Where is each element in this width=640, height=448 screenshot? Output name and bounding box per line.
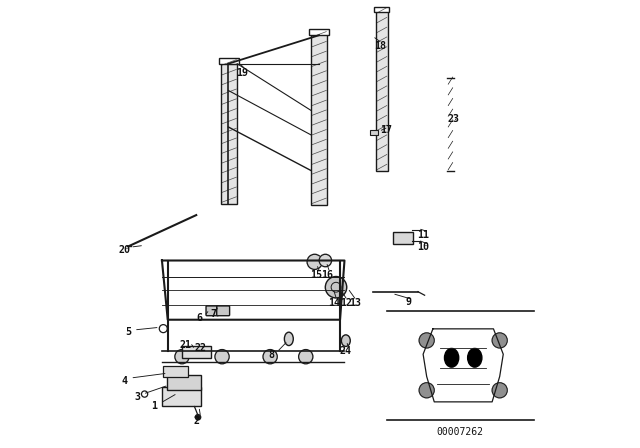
FancyBboxPatch shape (163, 366, 188, 377)
FancyBboxPatch shape (163, 388, 201, 406)
Text: 23: 23 (447, 114, 460, 125)
Text: 3: 3 (134, 392, 140, 402)
Text: 18: 18 (374, 41, 386, 51)
Text: 16: 16 (321, 270, 333, 280)
Circle shape (175, 349, 189, 364)
Circle shape (419, 333, 435, 348)
Text: 6: 6 (196, 314, 202, 323)
FancyBboxPatch shape (393, 232, 413, 245)
Text: 14: 14 (328, 298, 340, 308)
Circle shape (263, 349, 277, 364)
Text: 5: 5 (125, 327, 132, 337)
FancyBboxPatch shape (221, 62, 237, 204)
Text: 20: 20 (119, 245, 131, 255)
Circle shape (492, 333, 508, 348)
Circle shape (419, 383, 435, 398)
Circle shape (299, 349, 313, 364)
Text: 21: 21 (180, 340, 191, 350)
Text: 7: 7 (210, 309, 216, 319)
FancyBboxPatch shape (311, 34, 327, 205)
Text: 13: 13 (349, 298, 362, 308)
FancyBboxPatch shape (206, 306, 218, 316)
Ellipse shape (284, 332, 293, 345)
Text: 00007262: 00007262 (436, 427, 484, 437)
FancyBboxPatch shape (220, 58, 239, 64)
Circle shape (195, 414, 201, 420)
Text: 4: 4 (122, 376, 128, 386)
FancyBboxPatch shape (217, 306, 230, 316)
Text: 11: 11 (417, 230, 429, 240)
FancyBboxPatch shape (374, 7, 390, 12)
Ellipse shape (468, 349, 482, 367)
Text: 17: 17 (380, 125, 392, 134)
FancyBboxPatch shape (167, 375, 201, 390)
Text: 19: 19 (236, 68, 248, 78)
Text: 2: 2 (193, 416, 199, 426)
Text: 8: 8 (268, 350, 274, 360)
Circle shape (492, 383, 508, 398)
Text: 22: 22 (195, 343, 207, 353)
Text: 12: 12 (340, 298, 352, 308)
Circle shape (215, 349, 229, 364)
FancyBboxPatch shape (309, 30, 329, 35)
Text: 10: 10 (417, 242, 429, 252)
Text: 24: 24 (340, 346, 352, 356)
Text: 15: 15 (310, 270, 323, 280)
Circle shape (325, 276, 347, 298)
FancyBboxPatch shape (376, 10, 388, 172)
FancyBboxPatch shape (371, 130, 378, 135)
Circle shape (307, 254, 322, 269)
FancyBboxPatch shape (182, 345, 211, 358)
Circle shape (319, 254, 332, 267)
Text: 9: 9 (405, 297, 411, 307)
Text: 1: 1 (152, 401, 157, 411)
Ellipse shape (445, 349, 459, 367)
Ellipse shape (341, 335, 350, 346)
